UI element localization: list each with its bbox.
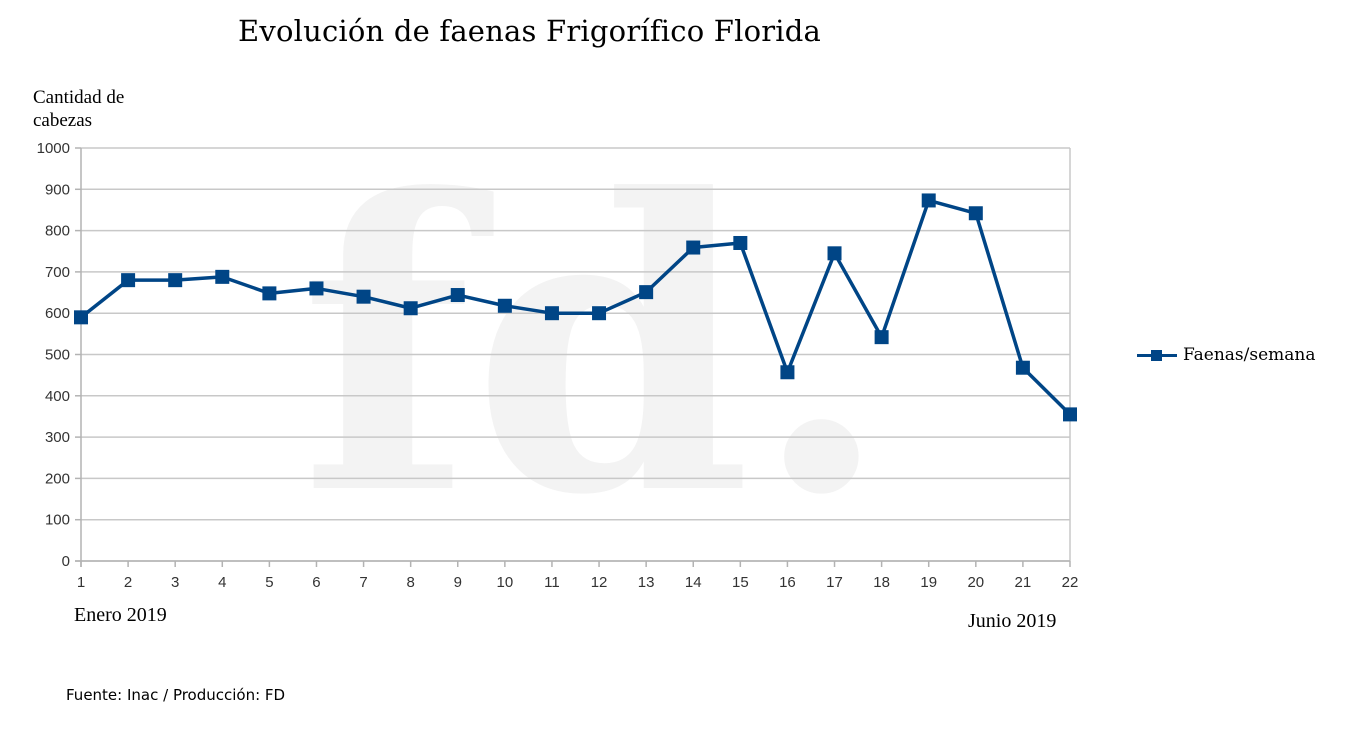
x-tick-label: 5	[265, 574, 273, 591]
x-tick-label: 1	[77, 574, 85, 591]
y-axis-label: Cantidad de cabezas	[33, 87, 125, 131]
data-point-marker	[215, 269, 230, 284]
y-tick-label: 200	[45, 470, 70, 487]
x-tick-label: 11	[544, 574, 560, 591]
data-point-marker	[497, 298, 512, 313]
data-point-marker	[874, 330, 889, 345]
data-point-marker	[827, 246, 842, 261]
data-point-marker	[1063, 407, 1077, 422]
source-note: Fuente: Inac / Producción: FD	[66, 686, 286, 704]
series-faenas-semana	[74, 193, 1077, 422]
data-point-marker	[403, 301, 418, 316]
x-tick-label: 9	[454, 574, 462, 591]
chart-title: Evolución de faenas Frigorífico Florida	[238, 14, 822, 48]
x-tick-label: 15	[732, 574, 749, 591]
y-tick-label: 0	[62, 553, 70, 570]
x-tick-label: 21	[1015, 574, 1032, 591]
x-tick-label: 22	[1062, 574, 1079, 591]
data-point-marker	[356, 289, 371, 304]
data-point-marker	[309, 281, 324, 296]
data-point-marker	[1015, 360, 1030, 375]
x-tick-label: 8	[406, 574, 414, 591]
start-date-annotation: Enero 2019	[74, 604, 167, 626]
y-tick-label: 100	[45, 512, 70, 529]
y-tick-label: 500	[45, 347, 70, 364]
x-tick-label: 17	[826, 574, 843, 591]
data-point-marker	[639, 285, 654, 300]
data-point-marker	[262, 286, 277, 301]
data-point-marker	[592, 306, 607, 321]
data-point-marker	[450, 288, 465, 303]
data-point-marker	[921, 193, 936, 208]
y-tick-label: 600	[45, 305, 70, 322]
legend-entry: Faenas/semana	[1183, 345, 1316, 365]
y-tick-label: 400	[45, 388, 70, 405]
x-tick-label: 12	[591, 574, 608, 591]
end-date-annotation: Junio 2019	[968, 610, 1057, 632]
x-tick-label: 10	[497, 574, 514, 591]
x-tick-label: 20	[967, 574, 984, 591]
x-tick-label: 16	[779, 574, 796, 591]
x-tick-label: 14	[685, 574, 702, 591]
x-tick-label: 7	[359, 574, 367, 591]
legend: Faenas/semana	[1137, 345, 1316, 365]
gridlines	[81, 147, 1071, 562]
data-point-marker	[780, 365, 795, 380]
x-tick-label: 6	[312, 574, 320, 591]
y-tick-label: 300	[45, 429, 70, 446]
x-tick-label: 18	[873, 574, 890, 591]
data-point-marker	[544, 306, 559, 321]
x-tick-label: 3	[171, 574, 179, 591]
axes	[75, 147, 1071, 567]
data-point-marker	[121, 273, 136, 288]
x-tick-label: 4	[218, 574, 226, 591]
data-point-marker	[74, 310, 88, 325]
y-tick-label: 900	[45, 181, 70, 198]
x-tick-labels: 1 2 3 4 5 6 7 8 9 10 11 12 13 14 15 16 17 18 19 20 21 22	[77, 574, 1079, 591]
series-line	[79, 198, 1072, 416]
data-point-marker	[968, 206, 983, 221]
x-tick-label: 19	[920, 574, 937, 591]
data-point-marker	[733, 235, 748, 250]
y-tick-label: 1000	[37, 140, 70, 157]
x-tick-label: 2	[124, 574, 132, 591]
y-tick-labels: 0 100 200 300 400 500 600 700 800 900 1000	[37, 140, 70, 570]
data-point-marker	[686, 240, 701, 255]
x-tick-label: 13	[638, 574, 655, 591]
legend-line-square-marker-icon	[1137, 348, 1177, 362]
y-tick-label: 700	[45, 264, 70, 281]
y-tick-label: 800	[45, 223, 70, 240]
data-point-marker	[168, 273, 183, 288]
watermark-logo: fd.	[300, 113, 891, 583]
